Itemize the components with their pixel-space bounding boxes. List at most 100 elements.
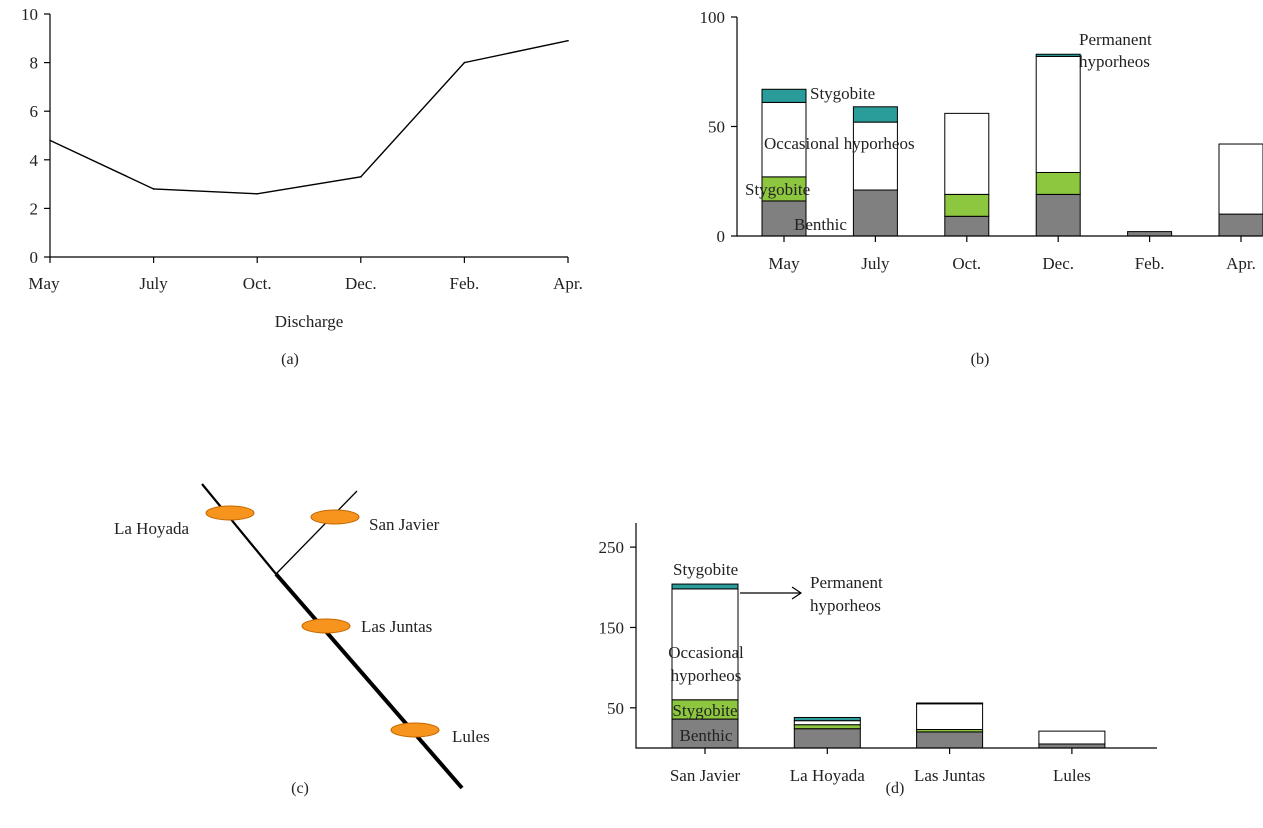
panel-d-label-benthic: Benthic (680, 726, 733, 745)
discharge-point-may (49, 139, 51, 142)
panel-a-y-tick-label: 6 (30, 102, 39, 121)
panel-a-x-tick-label-may: May (28, 274, 60, 293)
site-marker-lules (390, 722, 440, 738)
panel-b-y-tick-label: 0 (717, 227, 726, 246)
panel-b-label-stygobite-low: Stygobite (745, 180, 810, 199)
panel-b-label-benthic: Benthic (794, 215, 847, 234)
discharge-line (49, 40, 569, 195)
panel-b-label-occasional: Occasional hyporheos (764, 134, 915, 153)
panel-d-y-tick-label: 250 (599, 538, 625, 557)
panel-d-axes (635, 523, 1157, 749)
panel-d-bar-la-hoyada-stygobite (793, 724, 861, 730)
river-upper-channel (201, 483, 277, 575)
panel-b-label-stygobite-top: Stygobite (810, 84, 875, 103)
panel-d-bar-las-juntas-permanent-hyporheos (916, 702, 984, 705)
panel-a-axes (49, 14, 568, 258)
panel-b-bar-apr-benthic (1218, 213, 1263, 237)
panel-b-bar-dec-occasional-hyporheos (1035, 55, 1081, 173)
panel-c-site-diagram: La Hoyada San Javier Las Juntas Lules (c… (114, 483, 490, 797)
panel-a-x-tick-label-dec: Dec. (345, 274, 377, 293)
discharge-point-feb (463, 61, 466, 64)
panel-d-bars (671, 583, 1106, 749)
site-marker-san-javier (310, 509, 360, 525)
panel-b-bar-dec-stygobite (1035, 171, 1081, 195)
panel-d-bar-san-javier-permanent-hyporheos (671, 583, 739, 590)
panel-c-caption: (c) (291, 780, 309, 797)
panel-d-label-permanent-line1: Permanent (810, 573, 883, 592)
panel-a-y-tick-label: 8 (30, 54, 39, 73)
panel-b-bar-oct-occasional-hyporheos (944, 112, 990, 195)
river-tributary (275, 490, 358, 575)
site-marker-la-hoyada (205, 505, 255, 521)
site-label-lules: Lules (452, 727, 490, 746)
panel-b-x-tick-label-july: July (861, 254, 890, 273)
panel-d-x-tick-label-lules: Lules (1053, 766, 1091, 785)
panel-d-caption: (d) (886, 780, 905, 797)
panel-a-x-tick-label-july: July (139, 274, 168, 293)
panel-a-y-tick-label: 10 (21, 5, 38, 24)
panel-b-y-tick-label: 50 (708, 118, 725, 137)
panel-b-bar-apr-occasional-hyporheos (1218, 143, 1263, 215)
river-main-channel (274, 572, 464, 790)
panel-d-x-tick-label-las-juntas: Las Juntas (914, 766, 985, 785)
panel-d-bar-lules-benthic (1038, 743, 1106, 749)
panel-b-label-permanent-line1: Permanent (1079, 30, 1152, 49)
discharge-point-july (152, 188, 155, 190)
discharge-point-apr (567, 39, 569, 42)
discharge-point-oct (256, 193, 259, 195)
panel-b-label-permanent-line2: hyporheos (1079, 52, 1150, 71)
panel-d-ticks: San Javier La Hoyada Las Juntas Lules 50 150 2… (599, 538, 1091, 785)
panel-b-bar-may-benthic (761, 200, 807, 237)
panel-b-x-tick-label-oct: Oct. (952, 254, 981, 273)
panel-a-x-axis-label: Discharge (275, 312, 344, 331)
panel-a-x-tick-label-apr: Apr. (553, 274, 583, 293)
panel-b-bar-feb-benthic (1127, 231, 1173, 237)
panel-d-y-tick-label: 150 (599, 618, 625, 637)
panel-d-bar-las-juntas-benthic (916, 731, 984, 749)
panel-d-arrow-head (791, 586, 803, 600)
panel-a-y-tick-label: 4 (30, 151, 39, 170)
panel-b-x-tick-label-feb: Feb. (1135, 254, 1165, 273)
panel-a-ticks: 0 2 4 6 8 10 May July Oct. Dec. Feb. Apr. (21, 5, 583, 293)
panel-b-axes (736, 17, 1262, 237)
site-marker-las-juntas (301, 618, 351, 634)
panel-d-label-occasional-line1: Occasional (668, 643, 744, 662)
panel-b-caption: (b) (971, 351, 990, 368)
panel-d-label-stygobite-top: Stygobite (673, 560, 738, 579)
panel-b-x-tick-label-apr: Apr. (1226, 254, 1256, 273)
panel-d-bar-la-hoyada-benthic (793, 728, 861, 749)
panel-b-bar-dec-benthic (1035, 193, 1081, 237)
panel-a-x-tick-label-feb: Feb. (450, 274, 480, 293)
panel-d-bar-la-hoyada-occasional-hyporheos (793, 720, 861, 726)
panel-a-discharge-line-chart: 0 2 4 6 8 10 May July Oct. Dec. Feb. Apr. Discharge… (21, 5, 583, 368)
panel-d-site-stacked-bars: San Javier La Hoyada Las Juntas Lules 50 150 2… (599, 523, 1157, 797)
panel-d-y-tick-label: 50 (607, 699, 624, 718)
panel-a-caption: (a) (281, 351, 299, 368)
panel-b-x-tick-label-may: May (768, 254, 800, 273)
panel-d-x-tick-label-la-hoyada: La Hoyada (790, 766, 866, 785)
panel-b-bar-oct-stygobite (944, 193, 990, 217)
panel-d-bar-la-hoyada-permanent-hyporheos (793, 716, 861, 722)
panel-b-bar-dec-permanent-hyporheos (1035, 53, 1081, 57)
site-label-san-javier: San Javier (369, 515, 440, 534)
panel-d-x-tick-label-san-javier: San Javier (670, 766, 741, 785)
panel-b-bar-oct-benthic (944, 215, 990, 237)
panel-b-bars (761, 53, 1263, 237)
panel-a-y-tick-label: 2 (30, 199, 39, 218)
site-label-las-juntas: Las Juntas (361, 617, 432, 636)
panel-d-bar-san-javier-occasional-hyporheos (671, 588, 739, 701)
panel-d-label-permanent-line2: hyporheos (810, 596, 881, 615)
panel-a-y-tick-label: 0 (30, 248, 39, 267)
panel-b-ticks: May July Oct. Dec. Feb. Apr. 0 50 100 (700, 8, 1256, 273)
panel-d-bar-las-juntas-occasional-hyporheos (916, 703, 984, 731)
site-label-la-hoyada: La Hoyada (114, 519, 190, 538)
panel-b-bar-july-benthic (852, 189, 898, 237)
panel-b-y-tick-label: 100 (700, 8, 726, 27)
panel-b-bar-july-occasional-hyporheos (852, 121, 898, 191)
panel-a-x-tick-label-oct: Oct. (243, 274, 272, 293)
panel-b-x-tick-label-dec: Dec. (1042, 254, 1074, 273)
panel-d-bar-lules-occasional-hyporheos (1038, 730, 1106, 745)
panel-d-label-stygobite-low: Stygobite (672, 701, 737, 720)
